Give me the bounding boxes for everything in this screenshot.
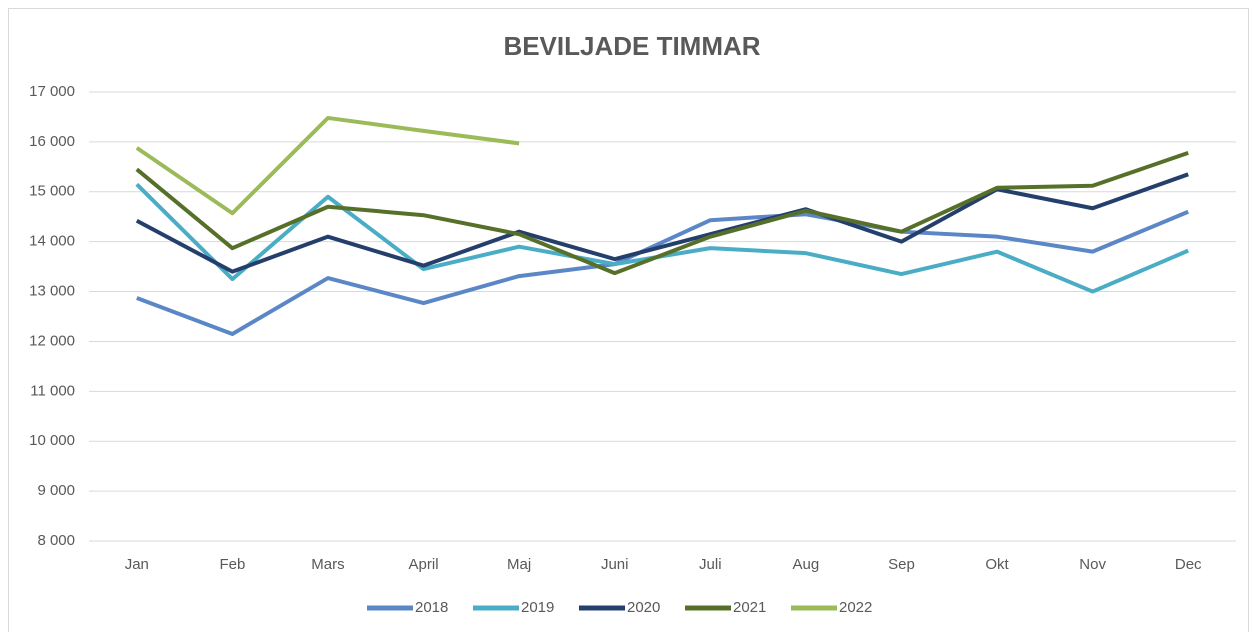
x-tick-label: Maj	[507, 556, 531, 573]
x-tick-label: Okt	[985, 556, 1009, 573]
legend-label: 2022	[839, 599, 872, 616]
series-line	[135, 172, 1189, 274]
y-tick-label: 10 000	[29, 432, 75, 449]
x-tick-label: Mars	[311, 556, 344, 573]
x-tick-label: Juli	[699, 556, 722, 573]
series-line	[135, 150, 1189, 276]
legend-label: 2019	[521, 599, 554, 616]
x-tick-label: Jan	[125, 556, 149, 573]
y-tick-label: 15 000	[29, 183, 75, 200]
series-line	[136, 209, 1189, 336]
y-tick-label: 17 000	[29, 83, 75, 100]
y-tick-label: 13 000	[29, 283, 75, 300]
x-tick-label: Juni	[601, 556, 629, 573]
legend-label: 2018	[415, 599, 448, 616]
y-tick-label: 16 000	[29, 133, 75, 150]
x-tick-label: April	[409, 556, 439, 573]
legend-label: 2021	[733, 599, 766, 616]
x-tick-label: Aug	[793, 556, 820, 573]
x-tick-label: Nov	[1079, 556, 1106, 573]
chart-border	[8, 8, 1249, 632]
y-tick-label: 14 000	[29, 233, 75, 250]
x-tick-label: Feb	[219, 556, 245, 573]
chart-title: BEVILJADE TIMMAR	[503, 31, 760, 61]
x-tick-label: Dec	[1175, 556, 1202, 573]
y-tick-label: 9 000	[37, 482, 75, 499]
y-tick-label: 12 000	[29, 332, 75, 349]
series-line	[135, 115, 520, 216]
legend-label: 2020	[627, 599, 660, 616]
y-tick-label: 11 000	[30, 382, 75, 399]
y-tick-label: 8 000	[37, 532, 75, 549]
x-tick-label: Sep	[888, 556, 915, 573]
